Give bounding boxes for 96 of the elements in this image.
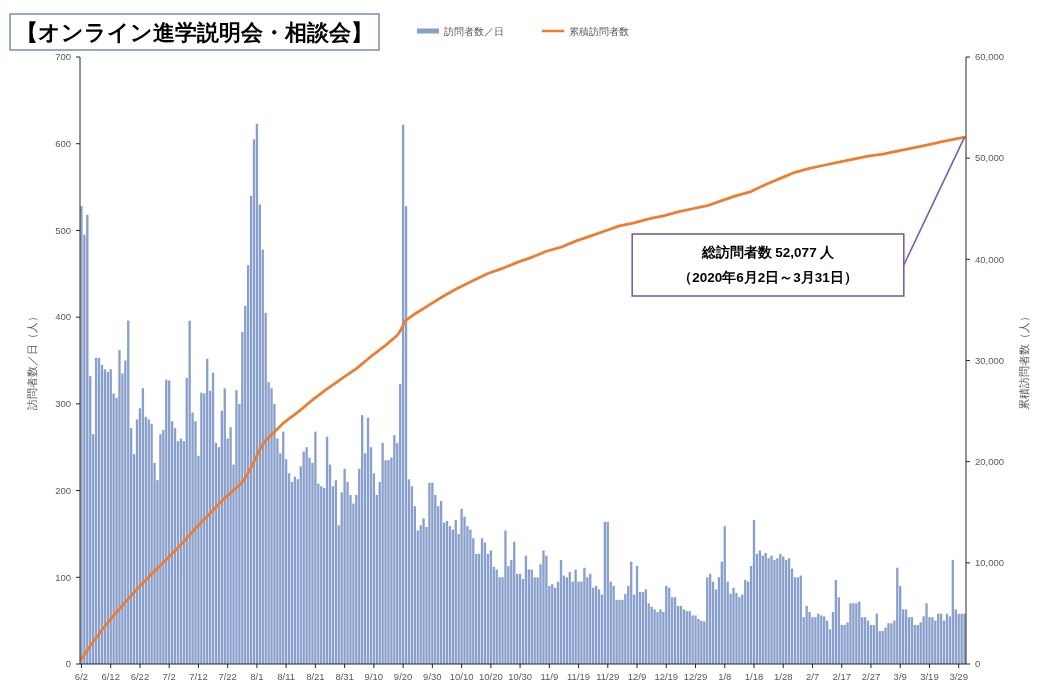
- bar: [770, 555, 773, 664]
- bar: [188, 320, 191, 664]
- bar: [542, 550, 545, 664]
- x-tick-label: 1/28: [773, 671, 793, 682]
- y2-tick-label: 20,000: [975, 455, 1005, 467]
- x-tick-label: 8/31: [335, 671, 354, 682]
- x-tick-label: 8/1: [250, 671, 264, 682]
- bar: [925, 603, 928, 664]
- bar: [653, 609, 656, 664]
- bar: [314, 431, 317, 664]
- x-tick-label: 8/11: [277, 671, 296, 682]
- x-tick-label: 12/9: [627, 671, 647, 682]
- bar: [612, 585, 615, 664]
- bar: [776, 558, 779, 664]
- x-tick-label: 6/2: [74, 671, 89, 682]
- x-tick-label: 2/27: [861, 671, 881, 682]
- x-tick-label: 3/29: [949, 671, 968, 682]
- y-tick-label: 400: [55, 311, 71, 323]
- x-tick-label: 12/19: [654, 671, 679, 682]
- y2-tick-label: 60,000: [975, 51, 1005, 63]
- bar: [884, 627, 887, 664]
- bar: [343, 468, 346, 664]
- bar: [381, 442, 384, 664]
- y-tick-label: 100: [55, 571, 71, 583]
- x-tick-label: 9/10: [364, 671, 384, 682]
- line-series: [80, 135, 966, 661]
- y-tick-label: 700: [55, 51, 71, 63]
- x-tick-label: 7/2: [162, 671, 176, 682]
- legend-label: 累積訪問者数: [569, 25, 629, 37]
- bar: [305, 447, 308, 664]
- bar: [431, 482, 434, 664]
- y-tick-label: 500: [55, 224, 71, 236]
- bar: [118, 350, 121, 664]
- x-tick-label: 3/9: [893, 671, 907, 682]
- bar: [618, 599, 621, 664]
- bar: [574, 569, 577, 664]
- bar: [150, 423, 153, 664]
- bar: [691, 615, 694, 664]
- x-tick-label: 9/20: [393, 671, 413, 682]
- bar: [849, 603, 852, 664]
- y2-tick-label: 30,000: [975, 354, 1005, 366]
- y2-tick-label: 0: [975, 658, 981, 670]
- y2-tick-label: 40,000: [975, 253, 1005, 265]
- bar: [428, 482, 431, 664]
- bar: [656, 611, 659, 664]
- bar: [735, 592, 738, 664]
- bar: [229, 427, 232, 664]
- bar: [852, 603, 855, 664]
- annotation: 総訪問者数 52,077 人: [700, 244, 836, 261]
- x-tick-label: 7/12: [189, 671, 208, 682]
- bar: [805, 605, 808, 664]
- x-tick-label: 8/21: [306, 671, 325, 682]
- x-tick-label: 1/18: [744, 671, 764, 682]
- bar: [659, 609, 662, 664]
- bar: [887, 623, 890, 664]
- bar: [694, 615, 697, 664]
- x-tick-label: 1/8: [718, 671, 732, 682]
- bar: [814, 617, 817, 664]
- x-tick-label: 12/29: [683, 671, 708, 682]
- x-tick-label: 10/10: [449, 671, 474, 682]
- chart-title: 【オンライン進学説明会・相談会】: [16, 21, 373, 45]
- y2-tick-label: 50,000: [975, 152, 1005, 164]
- y-tick-label: 200: [55, 484, 71, 496]
- bar: [422, 518, 425, 664]
- bar: [235, 389, 238, 664]
- x-tick-label: 11/19: [567, 671, 591, 682]
- bar: [387, 460, 390, 664]
- bar: [890, 623, 893, 664]
- bar: [697, 618, 700, 664]
- x-tick-label: 9/30: [423, 671, 442, 682]
- legend-label: 訪問者数／日: [444, 25, 504, 37]
- x-tick-label: 2/17: [832, 671, 851, 682]
- y-tick-label: 300: [55, 398, 71, 410]
- x-tick-label: 10/20: [478, 671, 503, 682]
- y-axis-title: 訪問者数／日（人）: [26, 311, 38, 410]
- bar: [460, 508, 463, 664]
- x-tick-label: 11/29: [596, 671, 620, 682]
- x-tick-label: 6/22: [130, 671, 150, 682]
- annotation: （2020年6月2日～3月31日）: [678, 270, 858, 286]
- bar: [773, 559, 776, 664]
- x-tick-label: 11/9: [540, 671, 559, 682]
- y-tick-label: 0: [65, 658, 71, 670]
- x-tick-label: 3/19: [920, 671, 939, 682]
- bar: [159, 434, 162, 664]
- y2-tick-label: 10,000: [975, 557, 1005, 569]
- y2-axis-title: 累積訪問者数（人）: [1018, 311, 1030, 410]
- x-tick-label: 7/22: [218, 671, 237, 682]
- x-tick-label: 2/7: [805, 671, 820, 682]
- bar: [504, 530, 507, 664]
- bar: [732, 587, 735, 664]
- x-tick-label: 10/30: [508, 671, 532, 682]
- bar: [469, 529, 472, 664]
- bar: [393, 435, 396, 664]
- bar: [583, 567, 586, 664]
- x-tick-label: 6/12: [101, 671, 120, 682]
- y-tick-label: 600: [55, 138, 71, 150]
